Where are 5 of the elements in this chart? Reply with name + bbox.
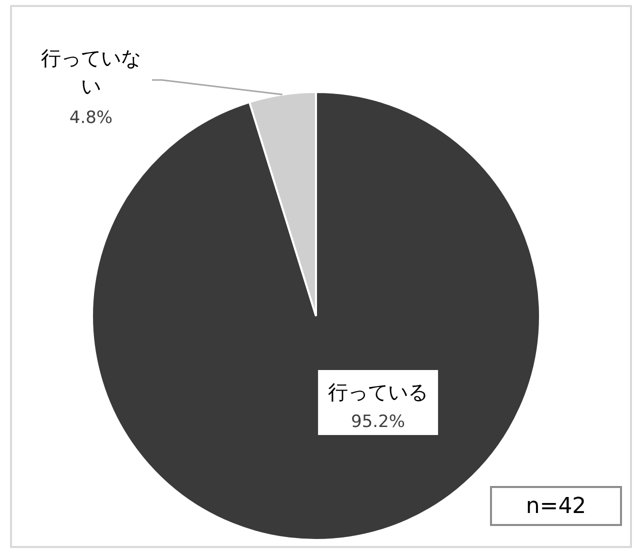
slice-label: 行っている — [328, 380, 428, 404]
data-label: 95.2% — [351, 412, 406, 432]
data-label: 4.8% — [69, 108, 113, 128]
slice-label: 行っていない — [41, 46, 141, 98]
text: n=42 — [490, 486, 622, 526]
